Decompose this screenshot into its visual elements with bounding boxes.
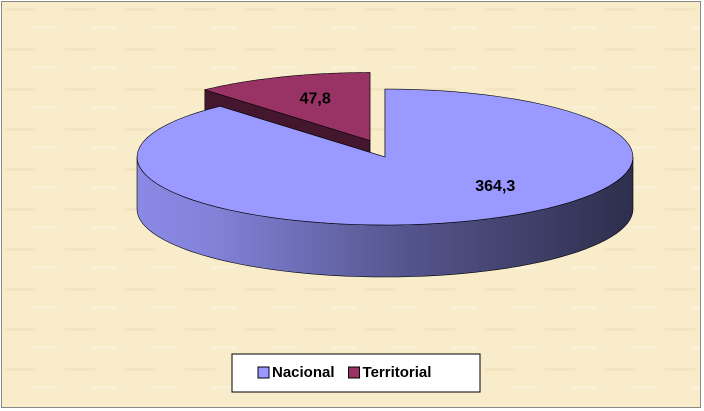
- legend-swatch: [257, 366, 270, 379]
- pie-slice: [203, 72, 371, 141]
- pie: 364,3 47,8: [136, 72, 634, 278]
- pie-slice: [136, 88, 634, 226]
- legend-label: Nacional: [272, 364, 335, 381]
- data-label: 47,8: [300, 90, 331, 107]
- legend-swatch: [348, 366, 361, 379]
- legend-items: Nacional Territorial: [257, 364, 432, 381]
- legend-label: Territorial: [363, 364, 432, 381]
- data-label: 364,3: [475, 178, 515, 195]
